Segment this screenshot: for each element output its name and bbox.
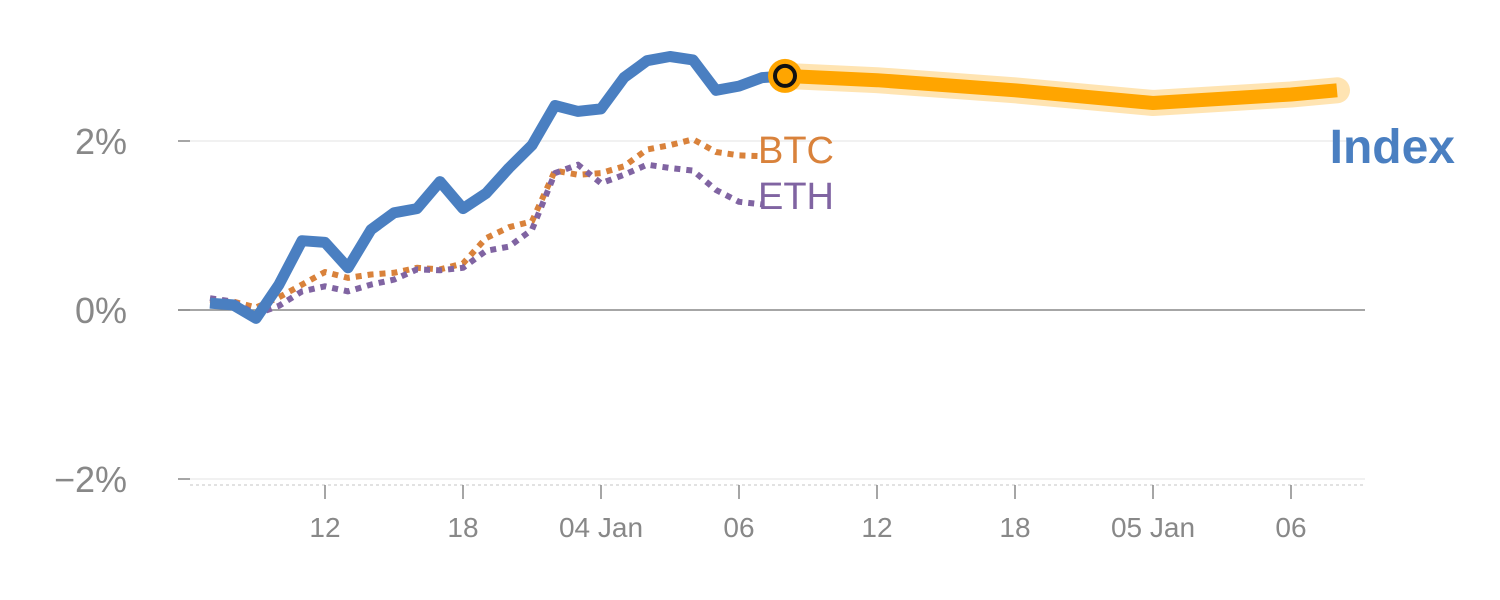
x-tick-label: 06 [723, 512, 754, 543]
x-axis: 12 18 04 Jan 06 12 18 05 Jan 06 [190, 484, 1365, 543]
x-tick-label: 18 [999, 512, 1030, 543]
index-series-label: Index [1330, 121, 1456, 174]
x-tick-label: 05 Jan [1111, 512, 1195, 543]
y-tick-label: 0% [75, 290, 127, 331]
grid-layer: 2% 0% −2% [54, 121, 1365, 500]
index-forecast-line [784, 68, 1338, 110]
x-tick-label: 18 [447, 512, 478, 543]
btc-series-label: BTC [758, 130, 834, 172]
eth-series-label: ETH [758, 176, 834, 218]
x-tick-label: 12 [309, 512, 340, 543]
current-point-marker [773, 63, 797, 88]
x-tick-label: 06 [1275, 512, 1306, 543]
index-line [209, 51, 786, 324]
x-tick-label: 12 [861, 512, 892, 543]
series-layer [209, 51, 1350, 324]
label-layer: BTC ETH Index [758, 121, 1455, 218]
y-tick-label: −2% [54, 459, 127, 500]
y-tick-label: 2% [75, 121, 127, 162]
x-tick-label: 04 Jan [559, 512, 643, 543]
eth-line [209, 161, 763, 318]
btc-line [209, 136, 763, 311]
